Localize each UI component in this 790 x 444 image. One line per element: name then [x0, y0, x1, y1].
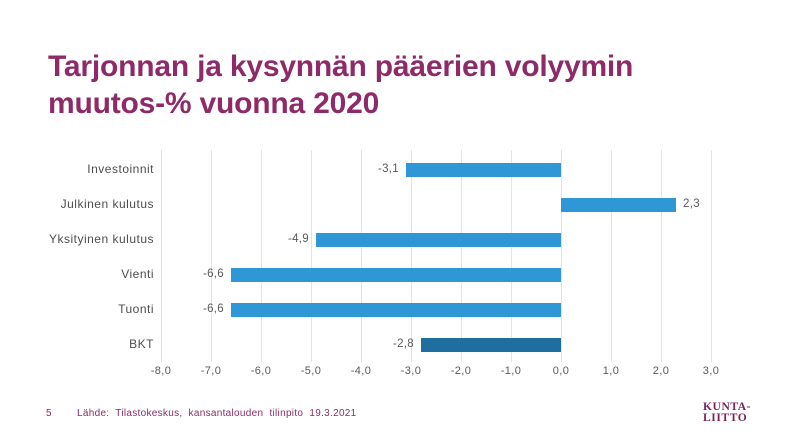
- page-number: 5: [46, 408, 52, 419]
- x-tick-label: -8,0: [150, 365, 172, 377]
- x-gridline: [361, 150, 362, 362]
- x-tick-label: 0,0: [552, 365, 570, 377]
- x-gridline: [711, 150, 712, 362]
- x-gridline: [311, 150, 312, 362]
- data-bar: [231, 268, 561, 282]
- data-bar: [561, 198, 676, 212]
- category-label: Vienti: [121, 267, 154, 281]
- category-label: Yksityinen kulutus: [48, 232, 154, 246]
- value-label: -3,1: [377, 163, 399, 175]
- logo-line-1: KUNTA-: [703, 401, 752, 413]
- category-label: Tuonti: [118, 302, 154, 316]
- x-tick-label: -7,0: [200, 365, 222, 377]
- x-gridline: [511, 150, 512, 362]
- category-label: Julkinen kulutus: [60, 197, 154, 211]
- value-label: -4,9: [287, 233, 309, 245]
- x-gridline: [411, 150, 412, 362]
- value-label: -2,8: [392, 338, 414, 350]
- value-label: -6,6: [202, 303, 224, 315]
- data-bar: [231, 303, 561, 317]
- x-tick-label: -6,0: [250, 365, 272, 377]
- kuntaliitto-logo: KUNTA- LIITTO: [703, 402, 751, 423]
- x-tick-label: -3,0: [400, 365, 422, 377]
- category-label: BKT: [129, 337, 154, 351]
- data-bar: [421, 338, 561, 352]
- x-gridline: [561, 150, 562, 362]
- x-tick-label: 3,0: [702, 365, 720, 377]
- logo-line-2: LIITTO: [703, 411, 748, 424]
- x-tick-label: -1,0: [500, 365, 522, 377]
- source-note: Lähde: Tilastokeskus, kansantalouden til…: [77, 408, 357, 419]
- x-gridline: [261, 150, 262, 362]
- x-gridline: [611, 150, 612, 362]
- x-gridline: [461, 150, 462, 362]
- x-tick-label: 2,0: [652, 365, 670, 377]
- value-label: 2,3: [683, 198, 700, 210]
- x-tick-label: 1,0: [602, 365, 620, 377]
- x-gridline: [661, 150, 662, 362]
- x-gridline: [161, 150, 162, 362]
- value-label: -6,6: [202, 268, 224, 280]
- x-tick-label: -5,0: [300, 365, 322, 377]
- x-gridline: [211, 150, 212, 362]
- category-label: Investoinnit: [87, 162, 154, 176]
- x-tick-label: -2,0: [450, 365, 472, 377]
- x-tick-label: -4,0: [350, 365, 372, 377]
- data-bar: [316, 233, 561, 247]
- data-bar: [406, 163, 561, 177]
- slide-title: Tarjonnan ja kysynnän pääerien volyymin …: [48, 50, 634, 120]
